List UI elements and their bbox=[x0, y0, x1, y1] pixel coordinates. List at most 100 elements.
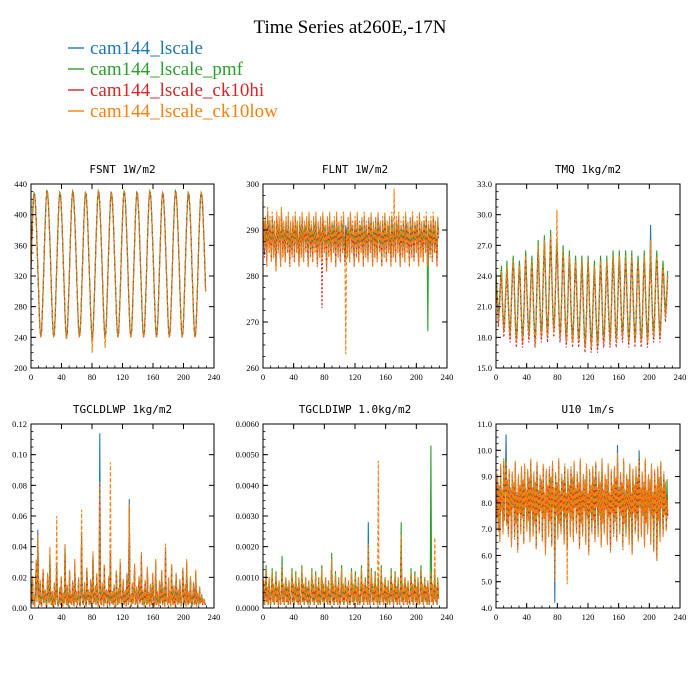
series-line-4 bbox=[496, 452, 669, 585]
x-tick-label: 120 bbox=[582, 372, 595, 382]
x-tick-label: 40 bbox=[57, 372, 66, 382]
x-tick-label: 200 bbox=[177, 372, 190, 382]
y-tick-label: 240 bbox=[14, 332, 27, 342]
x-tick-label: 40 bbox=[289, 612, 298, 622]
series-line-4 bbox=[263, 188, 440, 355]
y-tick-label: 0.0020 bbox=[236, 542, 259, 552]
series-group bbox=[263, 445, 440, 605]
x-tick-label: 80 bbox=[320, 612, 329, 622]
x-tick-label: 240 bbox=[674, 612, 687, 622]
y-tick-label: 0.08 bbox=[12, 480, 27, 490]
x-tick-label: 80 bbox=[553, 612, 562, 622]
chart-panel: U10 1m/s 0 40 80 120 160 200 240 4.0 5.0 6.0 7.0 8.0… bbox=[477, 403, 686, 622]
series-group bbox=[496, 209, 669, 353]
y-tick-label: 5.0 bbox=[481, 577, 492, 587]
series-line-4 bbox=[31, 462, 207, 607]
series-line-4 bbox=[31, 189, 207, 353]
x-tick-label: 160 bbox=[379, 612, 392, 622]
x-tick-label: 160 bbox=[147, 612, 160, 622]
y-tick-label: 0.0000 bbox=[236, 603, 259, 613]
figure-title: Time Series at260E,-17N bbox=[254, 17, 447, 38]
x-tick-label: 200 bbox=[177, 612, 190, 622]
y-tick-label: 33.0 bbox=[477, 179, 492, 189]
x-tick-label: 40 bbox=[522, 372, 531, 382]
series-group bbox=[496, 434, 669, 603]
y-tick-label: 9.0 bbox=[481, 472, 492, 482]
x-tick-label: 160 bbox=[379, 372, 392, 382]
y-tick-label: 18.0 bbox=[477, 332, 492, 342]
x-tick-label: 160 bbox=[612, 612, 625, 622]
y-tick-label: 0.04 bbox=[12, 542, 28, 552]
x-tick-label: 0 bbox=[261, 372, 265, 382]
y-tick-label: 0.12 bbox=[12, 419, 27, 429]
x-tick-label: 0 bbox=[29, 372, 33, 382]
legend-label: cam144_lscale_ck10hi bbox=[90, 80, 264, 101]
y-tick-label: 280 bbox=[14, 302, 27, 312]
y-tick-label: 0.0060 bbox=[236, 419, 259, 429]
x-tick-label: 0 bbox=[494, 612, 498, 622]
x-tick-label: 200 bbox=[410, 372, 423, 382]
legend: cam144_lscalecam144_lscale_pmfcam144_lsc… bbox=[68, 38, 278, 122]
x-tick-label: 200 bbox=[643, 612, 656, 622]
panel-title: TGCLDIWP 1.0kg/m2 bbox=[299, 403, 412, 416]
y-tick-label: 270 bbox=[246, 317, 259, 327]
x-tick-label: 80 bbox=[320, 372, 329, 382]
x-tick-label: 80 bbox=[553, 372, 562, 382]
x-tick-label: 40 bbox=[289, 372, 298, 382]
x-tick-label: 200 bbox=[410, 612, 423, 622]
series-line-4 bbox=[263, 460, 440, 605]
y-tick-label: 400 bbox=[14, 210, 27, 220]
y-tick-label: 360 bbox=[14, 240, 27, 250]
y-tick-label: 0.0040 bbox=[236, 480, 259, 490]
chart-panel: TGCLDIWP 1.0kg/m2 0 40 80 120 160 200 240 0.0000… bbox=[236, 403, 454, 622]
x-tick-label: 200 bbox=[643, 372, 656, 382]
chart-panel: FSNT 1W/m2 0 40 80 120 160 200 240 200 240 280 320 3… bbox=[14, 163, 220, 382]
chart-panel: FLNT 1W/m2 0 40 80 120 160 200 240 260 270 280 290 3… bbox=[246, 163, 453, 382]
x-tick-label: 40 bbox=[57, 612, 66, 622]
y-tick-label: 0.06 bbox=[12, 511, 27, 521]
x-tick-label: 0 bbox=[29, 612, 33, 622]
y-tick-label: 200 bbox=[14, 363, 27, 373]
series-group bbox=[31, 433, 207, 607]
x-tick-label: 120 bbox=[116, 612, 129, 622]
chart-panel: TMQ 1kg/m2 0 40 80 120 160 200 240 15.0 18.0 21.0 2… bbox=[477, 163, 686, 382]
y-tick-label: 11.0 bbox=[477, 419, 492, 429]
x-tick-label: 240 bbox=[674, 372, 687, 382]
x-tick-label: 120 bbox=[582, 612, 595, 622]
x-tick-label: 80 bbox=[88, 612, 97, 622]
y-tick-label: 8.0 bbox=[481, 498, 492, 508]
y-tick-label: 280 bbox=[246, 271, 259, 281]
series-line-3 bbox=[263, 216, 440, 309]
panel-title: TGCLDLWP 1kg/m2 bbox=[73, 403, 172, 416]
x-tick-label: 240 bbox=[441, 612, 454, 622]
panel-title: U10 1m/s bbox=[562, 403, 615, 416]
x-tick-label: 40 bbox=[522, 612, 531, 622]
chart-panels: FSNT 1W/m2 0 40 80 120 160 200 240 200 240 280 320 3… bbox=[12, 163, 686, 622]
y-tick-label: 6.0 bbox=[481, 550, 492, 560]
y-tick-label: 440 bbox=[14, 179, 27, 189]
legend-label: cam144_lscale_pmf bbox=[90, 59, 244, 80]
panel-title: FSNT 1W/m2 bbox=[89, 163, 155, 176]
y-tick-label: 320 bbox=[14, 271, 27, 281]
legend-label: cam144_lscale_ck10low bbox=[90, 101, 278, 122]
x-tick-label: 120 bbox=[349, 612, 362, 622]
x-tick-label: 0 bbox=[494, 372, 498, 382]
y-tick-label: 24.0 bbox=[477, 271, 492, 281]
panel-title: TMQ 1kg/m2 bbox=[555, 163, 621, 176]
x-tick-label: 240 bbox=[208, 612, 221, 622]
x-tick-label: 120 bbox=[349, 372, 362, 382]
y-tick-label: 10.0 bbox=[477, 445, 492, 455]
panel-title: FLNT 1W/m2 bbox=[322, 163, 388, 176]
y-tick-label: 30.0 bbox=[477, 210, 492, 220]
y-tick-label: 15.0 bbox=[477, 363, 492, 373]
legend-label: cam144_lscale bbox=[90, 38, 203, 59]
x-tick-label: 0 bbox=[261, 612, 265, 622]
y-tick-label: 0.0010 bbox=[236, 572, 259, 582]
x-tick-label: 240 bbox=[441, 372, 454, 382]
chart-panel: TGCLDLWP 1kg/m2 0 40 80 120 160 200 240 0.00 0.02… bbox=[12, 403, 220, 622]
series-group bbox=[263, 188, 440, 355]
y-tick-label: 27.0 bbox=[477, 240, 492, 250]
y-tick-label: 21.0 bbox=[477, 302, 492, 312]
x-tick-label: 160 bbox=[147, 372, 160, 382]
